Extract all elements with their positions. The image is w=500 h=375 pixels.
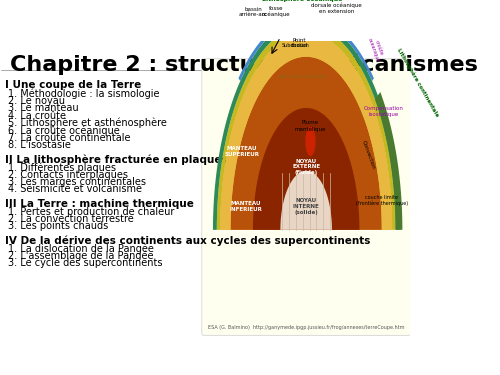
Polygon shape (238, 15, 374, 81)
Text: Subduction: Subduction (282, 44, 310, 48)
Text: 1. Différentes plaques: 1. Différentes plaques (8, 162, 116, 173)
Text: Lithosphère océanique: Lithosphère océanique (262, 0, 342, 2)
Text: MANTEAU
INFERIEUR: MANTEAU INFERIEUR (230, 201, 262, 211)
Text: Lithosphère continentale: Lithosphère continentale (396, 47, 440, 117)
Text: 6. La croûte océanique: 6. La croûte océanique (8, 125, 119, 136)
Text: II La lithosphère fracturée en plaques: II La lithosphère fracturée en plaques (6, 154, 228, 165)
Polygon shape (220, 33, 392, 230)
Text: 4. La croûte: 4. La croûte (8, 111, 66, 120)
Text: ESA (G. Balmino)  http://ganymede.ipgp.jussieu.fr/frog/annexes/terreCoupe.htm: ESA (G. Balmino) http://ganymede.ipgp.ju… (208, 325, 404, 330)
Text: Point
chaud: Point chaud (291, 38, 308, 48)
Text: 8. L'isostasie: 8. L'isostasie (8, 140, 70, 150)
Text: Chapitre 2 : structure et mécanismes: Chapitre 2 : structure et mécanismes (10, 54, 478, 75)
Polygon shape (375, 92, 402, 230)
Text: NOYAU
EXTERNE
(fluide): NOYAU EXTERNE (fluide) (292, 159, 320, 175)
Text: 7. La croûte continentale: 7. La croûte continentale (8, 132, 130, 142)
Text: 3. Le manteau: 3. Le manteau (8, 103, 78, 113)
Text: Convection: Convection (360, 140, 376, 170)
Polygon shape (217, 26, 396, 230)
Text: 2. Le noyau: 2. Le noyau (8, 96, 64, 106)
Text: NOYAU
INTERNE
(solide): NOYAU INTERNE (solide) (293, 198, 320, 214)
Text: 1. Pertes et production de chaleur: 1. Pertes et production de chaleur (8, 207, 174, 217)
Text: 4. Séismicité et volcanisme: 4. Séismicité et volcanisme (8, 184, 141, 194)
Ellipse shape (306, 127, 316, 156)
FancyBboxPatch shape (202, 59, 410, 335)
Text: fosse
océanique: fosse océanique (262, 6, 290, 18)
Text: 1. La dislocation de la Pangée: 1. La dislocation de la Pangée (8, 244, 154, 254)
Text: Compensation
isostatique: Compensation isostatique (364, 106, 404, 117)
Text: croûte
oceanique: croûte oceanique (367, 35, 386, 63)
Text: dorsale océanique
en extension: dorsale océanique en extension (311, 2, 362, 14)
Text: 2. L'assemblage de la Pangée: 2. L'assemblage de la Pangée (8, 251, 153, 261)
Text: bassin
arrière-arc: bassin arrière-arc (238, 7, 268, 18)
Text: zone de transition: zone de transition (277, 74, 326, 79)
Text: MANTEAU
SUPERIEUR: MANTEAU SUPERIEUR (224, 146, 259, 157)
Text: I Une coupe de la Terre: I Une coupe de la Terre (6, 81, 141, 90)
Polygon shape (213, 20, 400, 230)
Text: Plume
mantélique: Plume mantélique (295, 120, 326, 132)
Polygon shape (253, 108, 360, 230)
Polygon shape (280, 171, 332, 230)
Text: 1. Méthodologie : la sismologie: 1. Méthodologie : la sismologie (8, 88, 159, 99)
Text: 3. Les marges continentales: 3. Les marges continentales (8, 177, 145, 187)
Text: 2. La convection terrestre: 2. La convection terrestre (8, 214, 134, 224)
Text: IV De la dérive des continents aux cycles des supercontinents: IV De la dérive des continents aux cycle… (6, 236, 371, 246)
Text: III La Terre : machine thermique: III La Terre : machine thermique (6, 198, 194, 208)
Polygon shape (220, 33, 392, 230)
Text: 2. Contacts interplaques: 2. Contacts interplaques (8, 170, 128, 180)
Text: couche limite
(frontière thermique): couche limite (frontière thermique) (356, 195, 408, 206)
Text: 5. Lithosphère et asthénosphère: 5. Lithosphère et asthénosphère (8, 118, 166, 128)
Text: 3. Le cycle des supercontinents: 3. Le cycle des supercontinents (8, 258, 162, 268)
Polygon shape (230, 57, 382, 230)
Text: 3. Les points chauds: 3. Les points chauds (8, 221, 108, 231)
